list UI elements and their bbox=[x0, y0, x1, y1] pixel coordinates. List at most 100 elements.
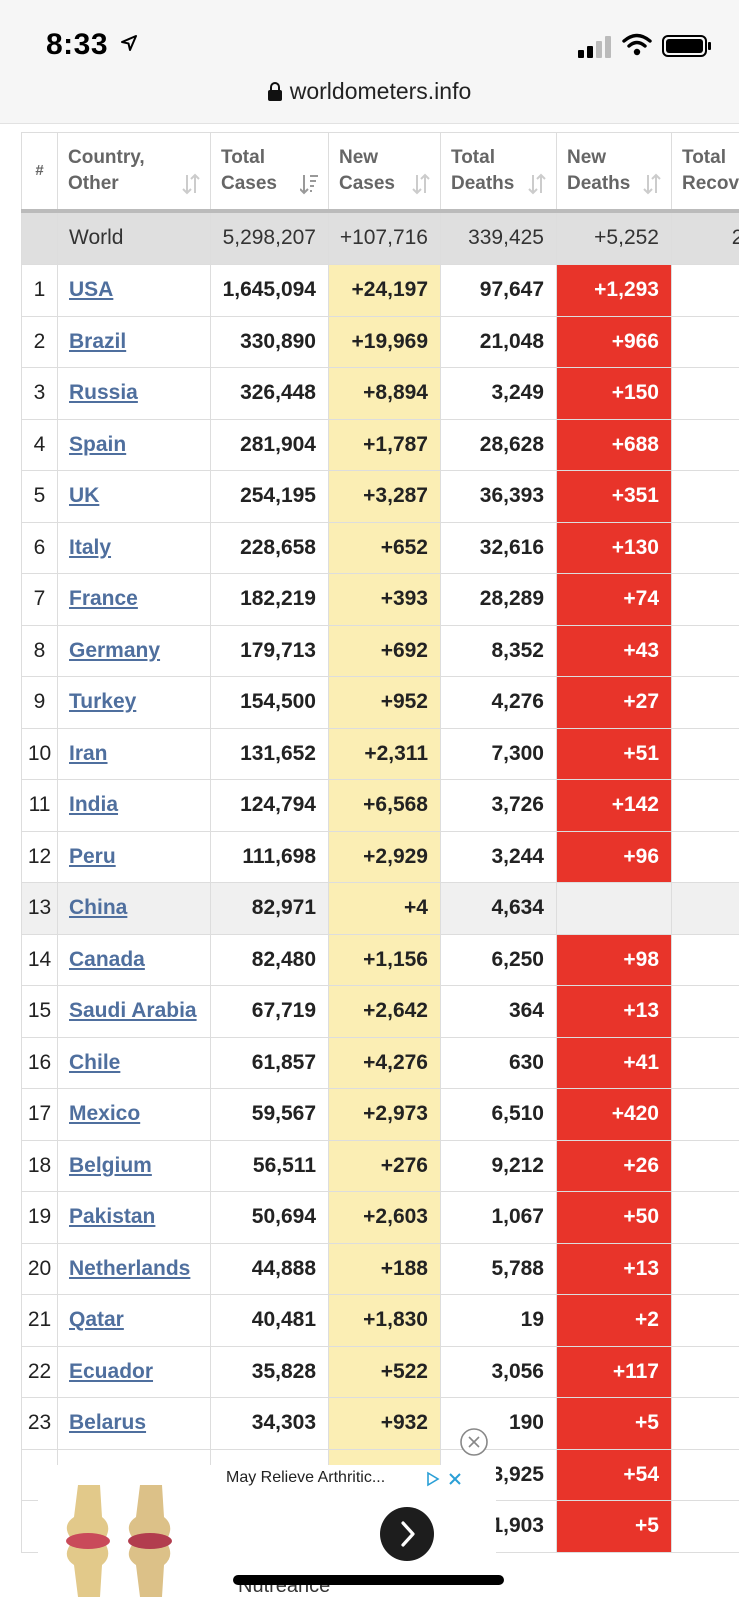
knee-joint-image bbox=[66, 1485, 172, 1597]
country-link[interactable]: Ecuador bbox=[69, 1359, 154, 1383]
row-new-cases: +24,197 bbox=[328, 264, 441, 317]
country-link[interactable]: Peru bbox=[69, 844, 116, 868]
row-rank: 7 bbox=[21, 573, 58, 626]
row-new-cases: +932 bbox=[328, 1397, 441, 1450]
row-new-deaths: +150 bbox=[556, 367, 672, 420]
header-rank[interactable]: # bbox=[21, 132, 58, 211]
row-country: Italy bbox=[57, 521, 211, 574]
row-total-deaths: 97,647 bbox=[440, 264, 557, 317]
country-link[interactable]: Belarus bbox=[69, 1411, 147, 1435]
country-link[interactable]: Italy bbox=[69, 535, 112, 559]
row-total-deaths: 1,067 bbox=[440, 1191, 557, 1244]
country-link[interactable]: India bbox=[69, 793, 119, 817]
sort-icon bbox=[182, 173, 200, 194]
address-bar[interactable]: worldometers.info bbox=[0, 78, 739, 105]
url-text: worldometers.info bbox=[289, 78, 472, 104]
country-link[interactable]: Brazil bbox=[69, 329, 127, 353]
row-new-deaths: +5 bbox=[556, 1397, 672, 1450]
header-total-deaths-line2: Deaths bbox=[451, 172, 515, 194]
country-link[interactable]: China bbox=[69, 896, 128, 920]
row-total-deaths: 19 bbox=[440, 1294, 557, 1347]
header-country-line2: Other bbox=[68, 172, 119, 194]
row-total-cases: 330,890 bbox=[210, 315, 329, 368]
ad-close-icon[interactable] bbox=[459, 1427, 489, 1457]
country-link[interactable]: USA bbox=[69, 278, 114, 302]
row-new-cases: +393 bbox=[328, 573, 441, 626]
row-country: USA bbox=[57, 264, 211, 317]
chevron-right-icon bbox=[401, 1521, 415, 1547]
country-link[interactable]: Belgium bbox=[69, 1153, 152, 1177]
row-new-deaths: +54 bbox=[556, 1448, 672, 1501]
row-rank: 10 bbox=[21, 727, 58, 780]
row-total-deaths: 5,788 bbox=[440, 1242, 557, 1295]
row-total-recovered bbox=[671, 933, 739, 986]
table-row: 12 Peru 111,698 +2,929 3,244 +96 bbox=[21, 830, 739, 883]
country-link[interactable]: France bbox=[69, 587, 138, 611]
cellular-signal-icon bbox=[578, 36, 611, 58]
row-total-cases: 82,971 bbox=[210, 882, 329, 935]
row-country: Belarus bbox=[57, 1397, 211, 1450]
header-new-cases[interactable]: New Cases bbox=[328, 132, 441, 211]
country-link[interactable]: Russia bbox=[69, 381, 138, 405]
home-indicator[interactable] bbox=[233, 1575, 504, 1585]
header-total-cases[interactable]: Total Cases bbox=[210, 132, 329, 211]
country-link[interactable]: Turkey bbox=[69, 690, 137, 714]
country-link[interactable]: Qatar bbox=[69, 1308, 124, 1332]
row-new-deaths: +98 bbox=[556, 933, 672, 986]
row-country: Belgium bbox=[57, 1139, 211, 1192]
header-country[interactable]: Country, Other bbox=[57, 132, 211, 211]
table-row: 21 Qatar 40,481 +1,830 19 +2 bbox=[21, 1294, 739, 1347]
country-link[interactable]: Iran bbox=[69, 741, 108, 765]
country-link[interactable]: Chile bbox=[69, 1050, 121, 1074]
row-new-deaths: +117 bbox=[556, 1345, 672, 1398]
row-rank: 9 bbox=[21, 676, 58, 729]
row-new-deaths: +50 bbox=[556, 1191, 672, 1244]
row-new-cases: +2,973 bbox=[328, 1088, 441, 1141]
country-link[interactable]: Spain bbox=[69, 432, 127, 456]
country-link[interactable]: Germany bbox=[69, 638, 161, 662]
row-total-cases: 131,652 bbox=[210, 727, 329, 780]
adchoices-icon[interactable] bbox=[426, 1471, 464, 1487]
country-link[interactable]: UK bbox=[69, 484, 100, 508]
row-rank: 12 bbox=[21, 830, 58, 883]
header-new-cases-line2: Cases bbox=[339, 172, 395, 194]
row-total-recovered bbox=[671, 1500, 739, 1553]
row-rank: 17 bbox=[21, 1088, 58, 1141]
row-total-deaths: 3,249 bbox=[440, 367, 557, 420]
ad-open-button[interactable] bbox=[380, 1507, 434, 1561]
row-total-cases: 182,219 bbox=[210, 573, 329, 626]
row-new-deaths: +420 bbox=[556, 1088, 672, 1141]
row-new-deaths: +27 bbox=[556, 676, 672, 729]
row-country: Iran bbox=[57, 727, 211, 780]
row-new-cases: +4 bbox=[328, 882, 441, 935]
country-link[interactable]: Pakistan bbox=[69, 1205, 156, 1229]
country-link[interactable]: Mexico bbox=[69, 1102, 141, 1126]
country-link[interactable]: Canada bbox=[69, 947, 145, 971]
row-rank: 14 bbox=[21, 933, 58, 986]
row-total-cases: 34,303 bbox=[210, 1397, 329, 1450]
row-total-deaths: 630 bbox=[440, 1036, 557, 1089]
row-rank: 3 bbox=[21, 367, 58, 420]
row-total-recovered bbox=[671, 367, 739, 420]
row-total-deaths: 36,393 bbox=[440, 470, 557, 523]
sort-icon bbox=[412, 173, 430, 194]
row-new-cases: +2,311 bbox=[328, 727, 441, 780]
table-row: 18 Belgium 56,511 +276 9,212 +26 bbox=[21, 1139, 739, 1192]
row-new-deaths: +96 bbox=[556, 830, 672, 883]
country-link[interactable]: Saudi Arabia bbox=[69, 999, 197, 1023]
row-country: China bbox=[57, 882, 211, 935]
row-total-recovered bbox=[671, 1448, 739, 1501]
header-new-deaths[interactable]: New Deaths bbox=[556, 132, 672, 211]
row-new-cases: +952 bbox=[328, 676, 441, 729]
row-country: Russia bbox=[57, 367, 211, 420]
header-total-deaths[interactable]: Total Deaths bbox=[440, 132, 557, 211]
row-new-deaths bbox=[556, 882, 672, 935]
header-total-recovered[interactable]: Total Recov bbox=[671, 132, 739, 211]
row-total-cases: 179,713 bbox=[210, 624, 329, 677]
country-link[interactable]: Netherlands bbox=[69, 1256, 191, 1280]
row-rank: 22 bbox=[21, 1345, 58, 1398]
battery-icon bbox=[662, 35, 711, 57]
